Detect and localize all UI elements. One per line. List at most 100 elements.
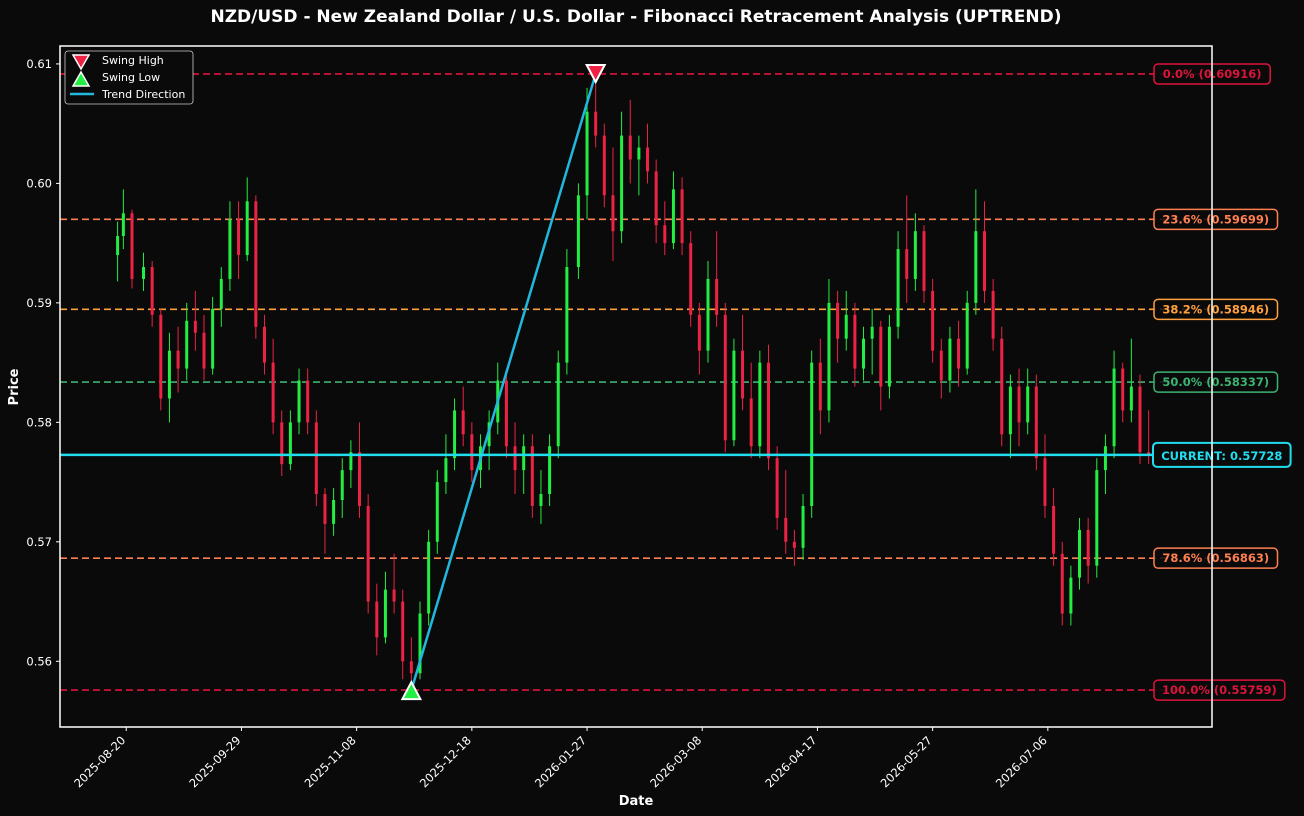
candle-body xyxy=(965,302,969,369)
candle-body xyxy=(280,422,284,465)
candle-body xyxy=(185,320,189,369)
legend: Swing High Swing Low Trend Direction xyxy=(64,50,194,105)
candle-body xyxy=(1043,458,1047,506)
candle-body xyxy=(254,201,258,327)
candle-body xyxy=(513,446,517,471)
candle-body xyxy=(706,278,710,351)
candle-body xyxy=(1017,386,1021,423)
candle-body xyxy=(758,362,762,447)
candlesticks xyxy=(116,73,1151,690)
candle-body xyxy=(801,505,805,548)
candle-body xyxy=(142,267,146,279)
candle-body xyxy=(1026,386,1030,423)
candle-body xyxy=(150,267,154,315)
candle-body xyxy=(1069,577,1073,614)
candle-body xyxy=(982,231,986,291)
candle-body xyxy=(1000,338,1004,435)
candle-body xyxy=(715,278,719,315)
candle-body xyxy=(444,458,448,483)
fib-label-box xyxy=(1153,208,1279,231)
candle-body xyxy=(211,308,215,369)
fib-label: 100.0% (0.55759) xyxy=(1162,683,1277,697)
candle-body xyxy=(358,452,362,506)
candle-body xyxy=(646,147,650,172)
candle-body xyxy=(167,350,171,399)
fib-label-box xyxy=(1153,298,1279,321)
candle-body xyxy=(1138,386,1142,453)
swing-low-marker xyxy=(400,679,423,701)
current-price-label: CURRENT: 0.57728 xyxy=(1161,449,1282,463)
fib-label: 23.6% (0.59699) xyxy=(1162,212,1269,226)
candle-body xyxy=(453,410,457,459)
candle-body xyxy=(654,171,658,226)
chart-title: NZD/USD - New Zealand Dollar / U.S. Doll… xyxy=(211,7,1062,27)
candle-body xyxy=(948,338,952,381)
candle-body xyxy=(957,338,961,369)
x-axis-label: Date xyxy=(619,794,654,809)
candle-body xyxy=(922,231,926,291)
y-tick-label: 0.59 xyxy=(26,296,52,310)
candle-body xyxy=(671,189,675,244)
candle-body xyxy=(1034,386,1038,459)
candle-body xyxy=(228,219,232,279)
candle-body xyxy=(827,302,831,411)
candle-body xyxy=(409,661,413,674)
candle-body xyxy=(784,517,788,542)
candle-body xyxy=(245,201,249,256)
candle-body xyxy=(896,249,900,327)
y-tick-label: 0.61 xyxy=(26,57,52,71)
trend-direction-line xyxy=(410,73,597,691)
candle-body xyxy=(870,326,874,339)
fib-label: 38.2% (0.58946) xyxy=(1162,302,1269,316)
candle-body xyxy=(556,362,560,447)
candle-body xyxy=(723,314,727,441)
candle-body xyxy=(366,505,370,602)
candle-body xyxy=(130,213,134,279)
swing-low-legend-icon xyxy=(71,70,91,87)
candle-body xyxy=(116,235,120,256)
y-tick-label: 0.57 xyxy=(26,535,52,549)
candle-body xyxy=(853,314,857,369)
candle-body xyxy=(602,135,606,196)
candle-body xyxy=(594,111,598,136)
fib-label: 50.0% (0.58337) xyxy=(1162,375,1269,389)
candle-body xyxy=(792,541,796,548)
fib-label: 78.6% (0.56863) xyxy=(1162,551,1269,565)
fib-level-lines xyxy=(60,73,1212,691)
candle-body xyxy=(565,267,569,363)
candle-body xyxy=(637,147,641,160)
candle-body xyxy=(1060,553,1064,614)
candle-body xyxy=(522,446,526,471)
plot-frame xyxy=(59,45,1213,728)
candle-body xyxy=(314,422,318,495)
candle-body xyxy=(375,601,379,638)
candle-body xyxy=(931,290,935,351)
candle-body xyxy=(1129,386,1133,411)
candle-body xyxy=(732,350,736,441)
candle-body xyxy=(323,494,327,524)
candle-body xyxy=(663,225,667,244)
candle-body xyxy=(159,314,163,399)
candle-body xyxy=(461,410,465,435)
candle-body xyxy=(121,213,125,236)
candle-body xyxy=(418,613,422,674)
candle-body xyxy=(340,470,344,500)
candle-body xyxy=(349,452,353,471)
candle-body xyxy=(271,362,275,423)
fib-label-box xyxy=(1153,679,1286,701)
candle-body xyxy=(427,541,431,614)
candle-body xyxy=(470,434,474,471)
fib-level-labels: 0.0% (0.60916)23.6% (0.59699)38.2% (0.58… xyxy=(1152,63,1292,701)
candle-body xyxy=(844,314,848,339)
candle-body xyxy=(974,231,978,303)
candle-body xyxy=(1052,505,1056,554)
candle-body xyxy=(202,332,206,369)
candle-body xyxy=(530,446,534,506)
candle-body xyxy=(1008,386,1012,435)
candle-body xyxy=(401,601,405,662)
candle-body xyxy=(383,589,387,638)
candle-body xyxy=(288,422,292,465)
candle-body xyxy=(879,326,883,387)
candle-body xyxy=(193,320,197,333)
candle-body xyxy=(697,314,701,351)
